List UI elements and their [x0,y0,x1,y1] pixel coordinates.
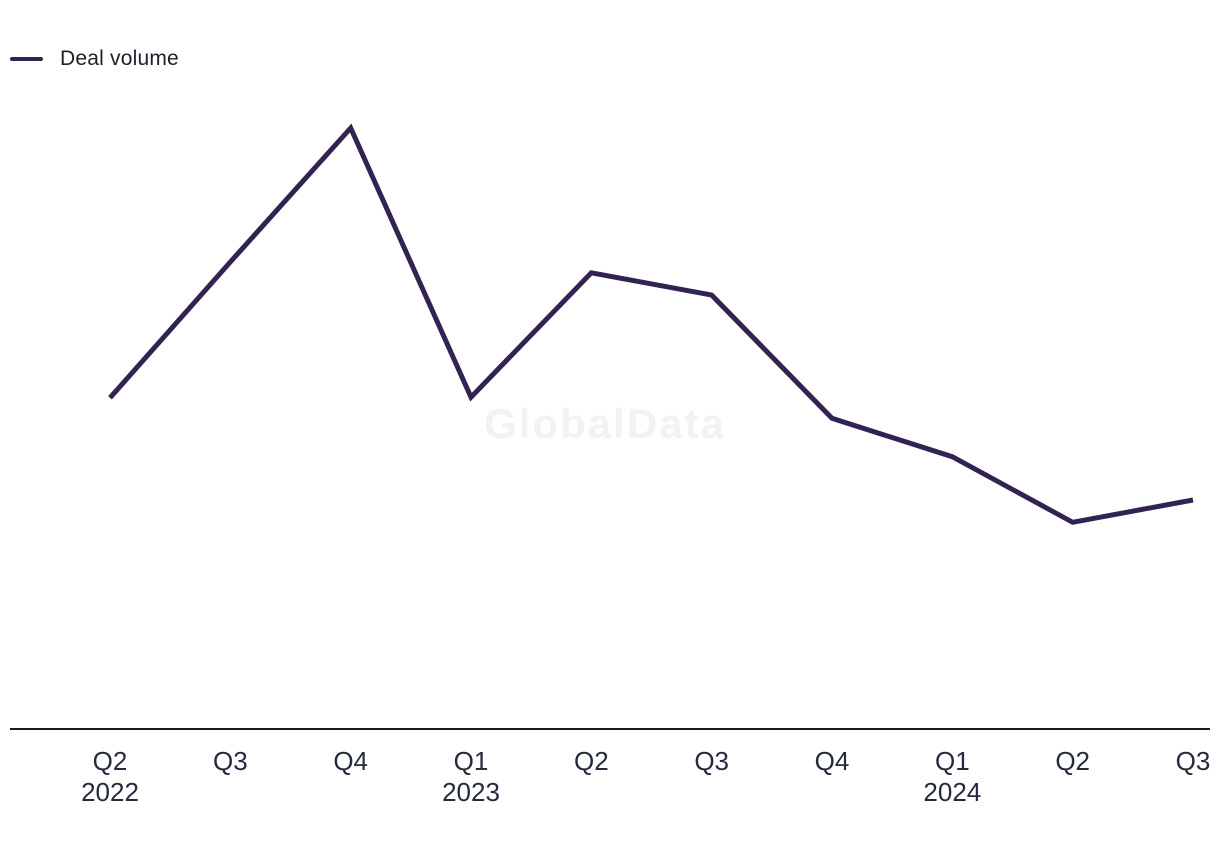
deal-volume-line [108,123,1194,525]
x-tick-label: Q1 2023 [442,746,500,808]
x-tick-label: Q4 [333,746,368,777]
legend: Deal volume [10,47,179,71]
tick-quarter: Q1 [934,746,970,776]
tick-year: 2022 [81,777,139,807]
tick-quarter: Q3 [1175,746,1211,776]
legend-line-swatch [10,57,43,61]
tick-quarter: Q4 [814,746,850,776]
tick-quarter: Q4 [333,746,368,776]
tick-quarter: Q2 [92,746,128,776]
x-tick-label: Q4 [815,746,850,777]
tick-quarter: Q1 [453,746,489,776]
tick-year: 2023 [442,777,500,807]
x-tick-label: Q3 [213,746,248,777]
tick-quarter: Q2 [573,746,609,776]
legend-item-deal-volume[interactable]: Deal volume [10,47,179,71]
tick-quarter: Q3 [212,746,248,776]
x-tick-label: Q2 [1055,746,1090,777]
tick-year: 2024 [923,777,982,807]
tick-quarter: Q2 [1055,746,1090,776]
x-tick-label: Q3 [694,746,729,777]
x-tick-label: Q3 [1176,746,1211,777]
legend-label: Deal volume [60,47,179,70]
tick-quarter: Q3 [694,746,729,776]
x-tick-label: Q2 2022 [81,746,139,808]
x-tick-label: Q1 2024 [923,746,981,808]
x-tick-label: Q2 [574,746,609,777]
